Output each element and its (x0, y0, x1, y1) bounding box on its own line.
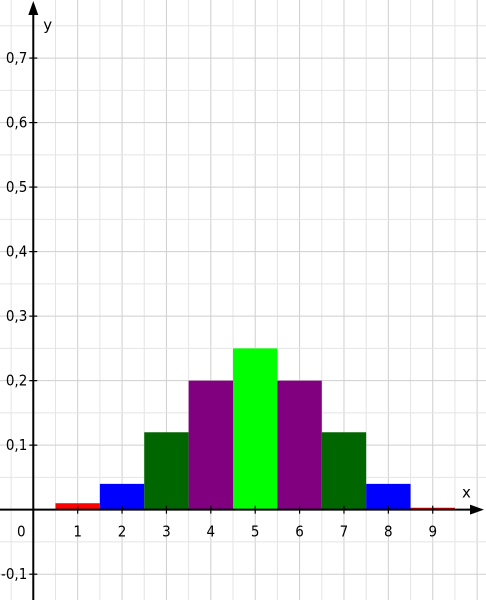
bar (99, 483, 145, 510)
x-tick-label: 9 (428, 523, 437, 541)
x-tick-label: 3 (162, 523, 171, 541)
y-tick-label: 0,1 (6, 436, 27, 454)
y-tick-label: 0,6 (6, 114, 27, 132)
ticks (29, 57, 434, 575)
x-tick-label: 7 (340, 523, 349, 541)
y-tick-label: 0,5 (6, 178, 27, 196)
bar (188, 380, 234, 510)
bar (277, 380, 322, 510)
x-axis-label: x (462, 484, 471, 502)
tick-labels: 1 2 3 4 5 6 7 8 9 0,7 0,6 0,5 0,4 0,3 0,2 0,1 -0,1 (1, 49, 437, 583)
x-tick-label: 2 (118, 523, 127, 541)
y-tick-label: 0,2 (6, 372, 27, 390)
x-tick-label: 4 (207, 523, 216, 541)
y-tick-label: 0,7 (6, 49, 27, 67)
x-tick-label: 6 (295, 523, 304, 541)
bar (144, 432, 189, 510)
origin-label: 0 (17, 523, 26, 541)
y-axis-label: y (43, 16, 52, 34)
x-tick-label: 8 (384, 523, 393, 541)
bar (233, 348, 278, 510)
x-tick-label: 1 (73, 523, 82, 541)
y-tick-label: 0,4 (6, 243, 27, 261)
y-tick-label: 0,3 (6, 307, 27, 325)
bar (321, 432, 367, 510)
bar (366, 483, 411, 510)
x-axis-arrow (470, 504, 484, 515)
y-tick-label: -0,1 (1, 565, 27, 583)
y-axis-arrow (28, 1, 39, 15)
x-tick-label: 5 (251, 523, 260, 541)
bars (55, 348, 455, 510)
